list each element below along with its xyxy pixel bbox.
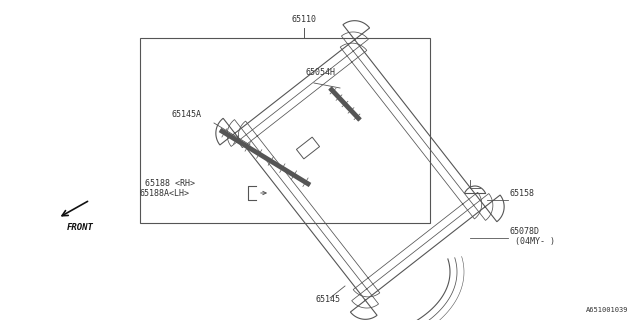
Text: FRONT: FRONT [67, 223, 94, 232]
Text: 65110: 65110 [291, 15, 317, 24]
Text: 65188A<LH>: 65188A<LH> [140, 189, 190, 198]
Text: 65158: 65158 [510, 189, 535, 198]
Text: 65078D: 65078D [510, 227, 540, 236]
Text: 65188 <RH>: 65188 <RH> [145, 179, 195, 188]
Text: A651001039: A651001039 [586, 307, 628, 313]
Text: (04MY- ): (04MY- ) [515, 237, 555, 246]
Text: 65145A: 65145A [172, 110, 202, 119]
Text: 65145: 65145 [315, 295, 340, 304]
Text: 65054H: 65054H [305, 68, 335, 77]
